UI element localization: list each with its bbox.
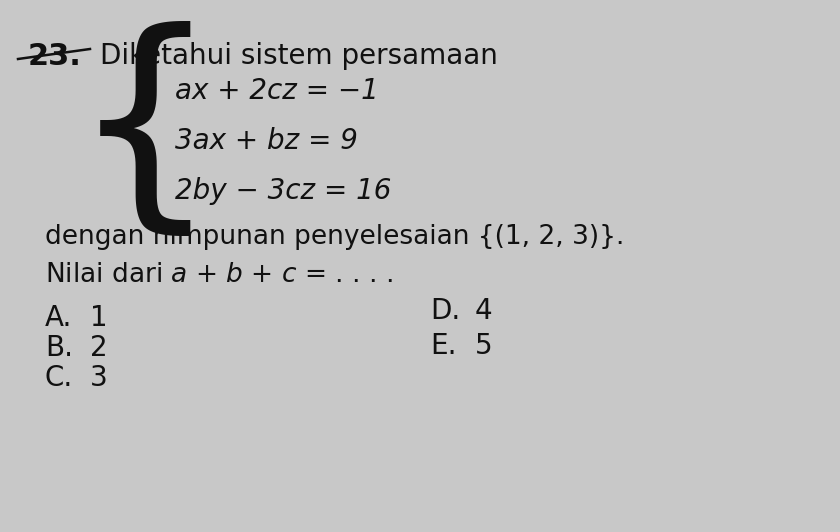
Text: E.: E.	[430, 332, 456, 360]
Text: 3ax + bz = 9: 3ax + bz = 9	[175, 127, 358, 155]
Text: 23.: 23.	[28, 42, 81, 71]
Text: dengan himpunan penyelesaian {(1, 2, 3)}.: dengan himpunan penyelesaian {(1, 2, 3)}…	[45, 224, 624, 250]
Text: 5: 5	[475, 332, 492, 360]
Text: 2by − 3cz = 16: 2by − 3cz = 16	[175, 177, 391, 205]
Text: D.: D.	[430, 297, 460, 325]
Text: B.: B.	[45, 334, 73, 362]
Text: A.: A.	[45, 304, 72, 332]
Text: 3: 3	[90, 364, 108, 392]
Text: 1: 1	[90, 304, 108, 332]
Text: 4: 4	[475, 297, 492, 325]
Text: Nilai dari $a$ + $b$ + $c$ = . . . .: Nilai dari $a$ + $b$ + $c$ = . . . .	[45, 262, 392, 288]
Text: ax + 2cz = −1: ax + 2cz = −1	[175, 77, 379, 105]
Text: 2: 2	[90, 334, 108, 362]
Text: {: {	[71, 21, 219, 248]
Text: Diketahui sistem persamaan: Diketahui sistem persamaan	[100, 42, 498, 70]
Text: C.: C.	[45, 364, 73, 392]
